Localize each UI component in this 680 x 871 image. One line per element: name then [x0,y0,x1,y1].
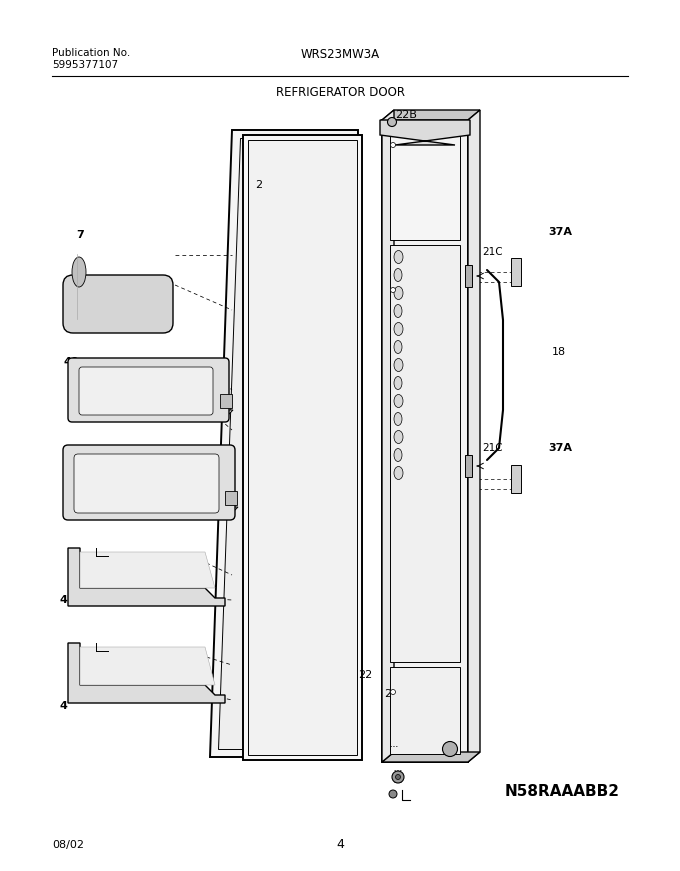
Ellipse shape [394,430,403,443]
Text: 15: 15 [435,143,449,153]
Text: REFRIGERATOR DOOR: REFRIGERATOR DOOR [275,86,405,99]
Bar [225,491,237,505]
Text: 21C: 21C [482,443,503,453]
FancyBboxPatch shape [68,358,229,422]
Text: 7: 7 [76,230,84,240]
Polygon shape [68,548,225,606]
Text: N58RAAABB2: N58RAAABB2 [505,785,620,800]
Circle shape [443,741,458,757]
Text: 5995377107: 5995377107 [52,60,118,70]
Circle shape [388,118,396,126]
Polygon shape [218,138,350,749]
Bar [465,265,472,287]
Polygon shape [382,110,480,120]
Circle shape [390,143,396,147]
Polygon shape [80,647,215,685]
Text: 4: 4 [336,839,344,852]
FancyBboxPatch shape [79,367,213,415]
Polygon shape [80,552,215,588]
Text: 18: 18 [552,347,566,357]
Polygon shape [72,410,233,418]
Circle shape [390,287,396,293]
Circle shape [389,790,397,798]
Polygon shape [390,667,460,754]
Text: 49: 49 [64,357,80,367]
Ellipse shape [394,449,402,462]
Polygon shape [210,130,358,757]
Text: 22B: 22B [395,110,417,120]
Text: 49: 49 [64,447,80,457]
Bar [511,258,521,286]
Polygon shape [68,507,238,515]
Polygon shape [390,245,460,662]
Polygon shape [382,120,468,762]
Text: 21C: 21C [482,247,503,257]
Polygon shape [68,643,225,703]
Ellipse shape [394,467,403,480]
Ellipse shape [394,341,402,354]
Ellipse shape [394,268,402,281]
Bar [220,394,232,408]
Bar [465,455,472,477]
Text: 4: 4 [60,701,68,711]
FancyBboxPatch shape [63,275,173,333]
Ellipse shape [394,305,402,318]
Circle shape [392,771,404,783]
Polygon shape [382,752,480,762]
Circle shape [390,690,396,694]
Ellipse shape [394,395,403,408]
Bar [511,465,521,493]
Text: 37A: 37A [548,227,572,237]
Ellipse shape [394,359,403,372]
Ellipse shape [72,257,86,287]
Ellipse shape [394,287,403,300]
Text: 08/02: 08/02 [52,840,84,850]
Text: Publication No.: Publication No. [52,48,131,58]
Circle shape [396,774,401,780]
Ellipse shape [394,322,403,335]
Text: 37A: 37A [548,443,572,453]
Ellipse shape [394,376,402,389]
Text: 96: 96 [440,613,454,623]
Polygon shape [382,110,394,762]
Polygon shape [248,140,357,755]
Text: 4: 4 [60,595,68,605]
Polygon shape [243,135,362,760]
Text: 13: 13 [400,635,414,645]
Ellipse shape [394,413,402,426]
Text: 22: 22 [358,670,372,680]
Ellipse shape [394,251,403,264]
FancyBboxPatch shape [63,445,235,520]
Polygon shape [380,120,470,145]
Text: WRS23MW3A: WRS23MW3A [301,48,379,61]
Text: 2: 2 [255,180,262,190]
Polygon shape [468,110,480,762]
Text: 21A: 21A [384,689,406,699]
FancyBboxPatch shape [74,454,219,513]
Polygon shape [390,135,460,240]
